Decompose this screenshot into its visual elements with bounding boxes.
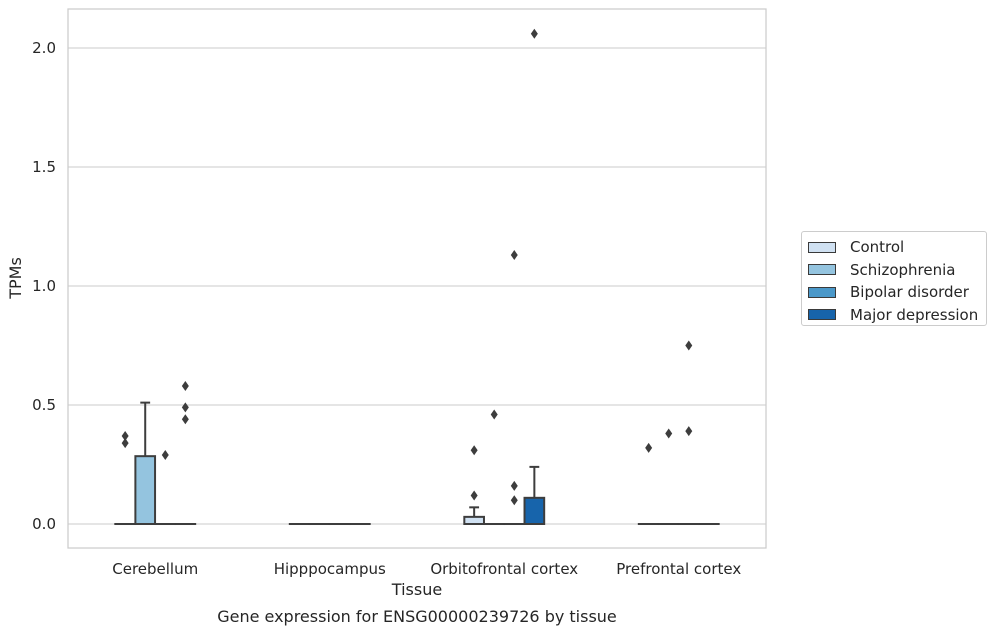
outlier-point <box>121 430 129 441</box>
plot-area-frame <box>67 8 767 549</box>
box-3-1 <box>657 428 680 526</box>
outlier-point <box>685 426 693 437</box>
box-0-0 <box>114 430 136 526</box>
y-tick-label: 2.0 <box>32 39 56 57</box>
y-tick-label: 0.5 <box>32 396 56 414</box>
legend-swatch-bipolar-disorder <box>808 286 836 298</box>
outlier-point <box>121 438 129 449</box>
outlier-point <box>470 490 478 501</box>
legend-item-control: Control <box>808 236 986 259</box>
legend: Control Schizophrenia Bipolar disorder M… <box>801 231 987 326</box>
outlier-point <box>510 495 518 506</box>
outlier-point <box>181 380 189 391</box>
x-axis-label: Tissue <box>391 580 442 599</box>
outlier-point <box>181 414 189 425</box>
box-3-2 <box>677 340 700 526</box>
y-tick-label: 0.0 <box>32 515 56 533</box>
x-tick-label: Cerebellum <box>112 560 198 578</box>
legend-swatch-major-depression <box>808 309 836 321</box>
outlier-point <box>470 445 478 456</box>
outlier-point <box>685 340 693 351</box>
legend-swatch-schizophrenia <box>808 264 836 276</box>
legend-item-bipolar-disorder: Bipolar disorder <box>808 281 986 304</box>
outlier-point <box>161 449 169 460</box>
box-0-1 <box>134 401 157 526</box>
legend-label-schizophrenia: Schizophrenia <box>850 260 956 279</box>
outlier-point <box>645 442 653 453</box>
legend-swatch-control <box>808 241 836 253</box>
box-rect <box>463 515 485 525</box>
legend-item-major-depression: Major depression <box>808 304 986 327</box>
y-tick-labels: 0.0 0.5 1.0 1.5 2.0 <box>32 39 56 533</box>
outlier-point <box>490 409 498 420</box>
legend-label-control: Control <box>850 238 905 257</box>
x-tick-label: Hipppocampus <box>274 560 386 578</box>
box-2-0 <box>463 445 485 525</box>
chart-caption: Gene expression for ENSG00000239726 by t… <box>217 607 617 626</box>
box-2-1 <box>483 409 506 526</box>
legend-label-major-depression: Major depression <box>850 305 979 324</box>
y-tick-label: 1.5 <box>32 158 56 176</box>
outlier-point <box>665 428 673 439</box>
outlier-point <box>530 28 538 39</box>
box-rect <box>523 496 546 526</box>
y-tick-label: 1.0 <box>32 277 56 295</box>
outlier-point <box>181 402 189 413</box>
box-rect <box>134 455 157 526</box>
x-tick-labels: Cerebellum Hipppocampus Orbitofrontal cort… <box>112 560 741 578</box>
box-2-3 <box>523 28 546 526</box>
legend-item-schizophrenia: Schizophrenia <box>808 259 986 282</box>
grid-lines <box>68 47 766 525</box>
box-3-0 <box>637 442 660 526</box>
box-0-3 <box>174 380 197 526</box>
box-0-2 <box>154 449 177 526</box>
box-2-2 <box>503 250 526 526</box>
outlier-point <box>510 480 518 491</box>
box-series <box>114 28 720 526</box>
legend-label-bipolar-disorder: Bipolar disorder <box>850 283 969 302</box>
x-tick-label: Orbitofrontal cortex <box>430 560 578 578</box>
x-tick-label: Prefrontal cortex <box>616 560 741 578</box>
y-axis-label: TPMs <box>6 257 25 300</box>
outlier-point <box>510 250 518 261</box>
